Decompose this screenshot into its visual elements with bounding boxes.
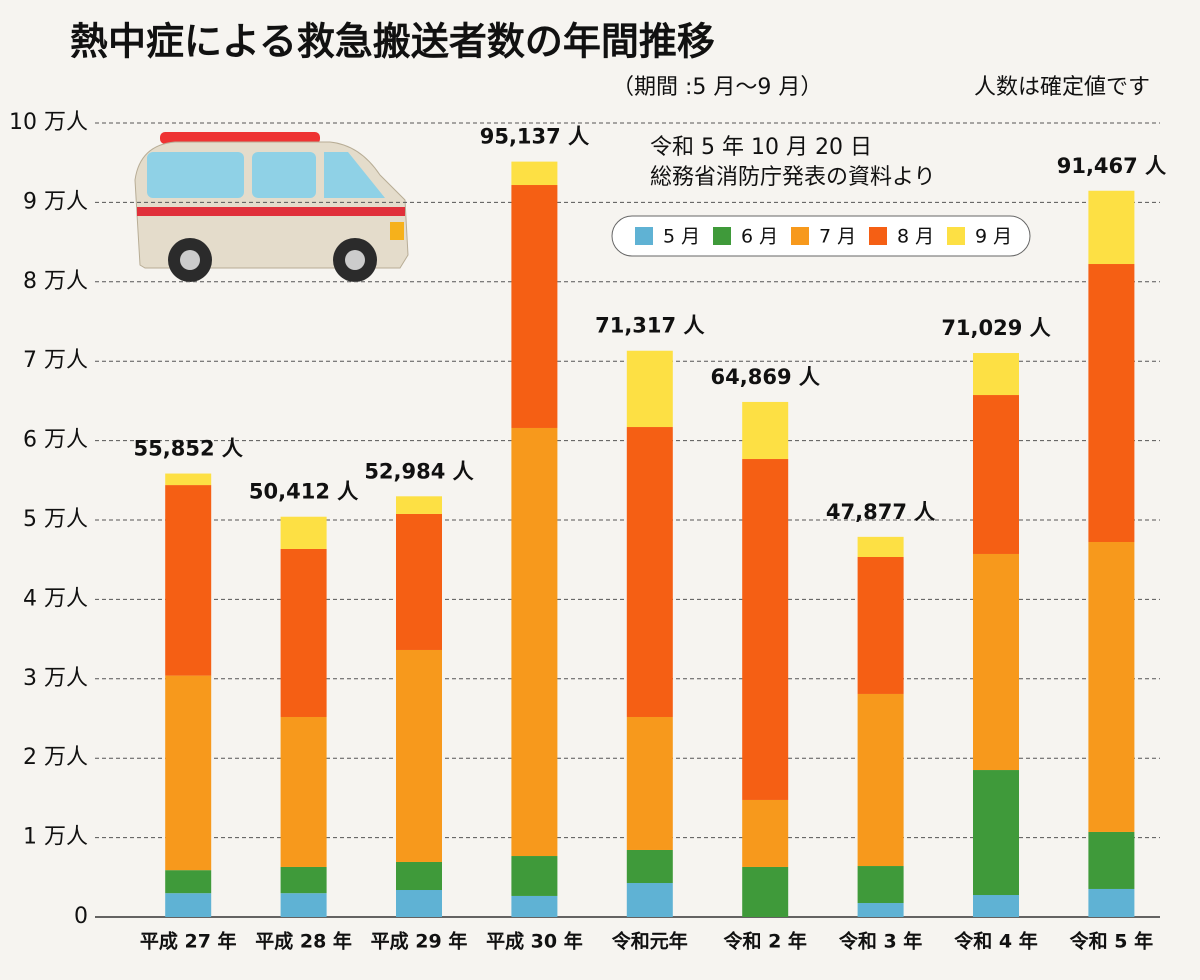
bar-segment	[165, 893, 212, 917]
bar-segment	[742, 866, 789, 917]
bar-segment	[973, 895, 1019, 917]
y-tick-label: 9 万人	[23, 189, 88, 214]
y-tick-label: 0	[74, 904, 88, 929]
legend-swatch	[947, 227, 965, 245]
bar-segment	[511, 895, 558, 917]
x-tick-label: 平成 29 年	[371, 930, 468, 953]
legend-swatch	[635, 227, 653, 245]
bar-segment	[396, 890, 442, 917]
bar-segment	[396, 649, 442, 862]
legend-swatch	[713, 227, 731, 245]
bar-segment	[973, 353, 1019, 396]
x-tick-label: 平成 28 年	[255, 930, 352, 953]
bar-segment	[396, 496, 442, 514]
bar-segment	[511, 427, 558, 857]
bar-segment	[1088, 888, 1135, 917]
bar-segment	[626, 427, 673, 717]
bar-segment	[742, 799, 789, 867]
bar-segment	[165, 485, 212, 676]
bar-segment	[626, 849, 673, 884]
x-tick-label: 令和 4 年	[954, 930, 1037, 953]
total-label: 55,852 人	[134, 437, 243, 461]
bar-segment	[626, 883, 673, 917]
total-label: 50,412 人	[249, 480, 358, 504]
legend-swatch	[869, 227, 887, 245]
total-label: 52,984 人	[364, 459, 473, 483]
bar-segment	[626, 350, 673, 428]
bar-segment	[280, 548, 327, 717]
y-tick-label: 5 万人	[23, 507, 88, 532]
y-tick-label: 2 万人	[23, 745, 88, 770]
bar-segment	[165, 870, 212, 894]
x-tick-label: 令和元年	[612, 930, 688, 953]
bar-segment	[1088, 264, 1135, 542]
bar-segment	[742, 459, 789, 800]
legend-label: 5 月	[663, 226, 700, 248]
bar-segment	[1088, 541, 1135, 832]
bar-segment	[857, 557, 904, 694]
y-tick-label: 1 万人	[23, 825, 88, 850]
bar-segment	[280, 516, 327, 549]
bar-segment	[857, 903, 904, 917]
bar-segment	[857, 536, 904, 558]
bar-segment	[165, 675, 212, 871]
total-label: 71,317 人	[595, 314, 704, 338]
total-label: 64,869 人	[711, 365, 820, 389]
bar-segment	[396, 513, 442, 650]
note: 人数は確定値です	[974, 75, 1150, 100]
bar-segment	[973, 770, 1019, 896]
legend-label: 7 月	[819, 226, 856, 248]
legend-label: 6 月	[741, 226, 778, 248]
ambulance-icon	[134, 132, 409, 282]
legend-label: 8 月	[897, 226, 934, 248]
total-label: 71,029 人	[941, 316, 1050, 340]
y-tick-label: 8 万人	[23, 269, 88, 294]
total-label: 47,877 人	[826, 500, 935, 524]
bar-segment	[280, 893, 327, 917]
legend-label: 9 月	[975, 226, 1012, 248]
bar-segment	[857, 866, 904, 904]
chart-title: 熱中症による救急搬送者数の年間推移	[70, 20, 715, 64]
bar-segment	[165, 473, 212, 486]
bar-segment	[511, 161, 558, 186]
bar-segment	[1088, 831, 1135, 889]
bar-segment	[280, 716, 327, 867]
subtitle: （期間 :5 月〜9 月）	[612, 75, 822, 100]
bar-segment	[280, 866, 327, 894]
x-tick-label: 令和 5 年	[1070, 930, 1153, 953]
y-tick-label: 4 万人	[23, 586, 88, 611]
bar-segment	[973, 553, 1019, 771]
y-tick-label: 10 万人	[9, 110, 88, 135]
x-tick-label: 令和 2 年	[723, 930, 806, 953]
y-tick-label: 7 万人	[23, 348, 88, 373]
total-label: 91,467 人	[1057, 154, 1166, 178]
x-tick-label: 令和 3 年	[839, 930, 922, 953]
bar-segment	[626, 716, 673, 850]
bar-segment	[857, 693, 904, 867]
bar-segment	[742, 401, 789, 460]
y-tick-label: 3 万人	[23, 666, 88, 691]
total-label: 95,137 人	[480, 125, 589, 149]
bar-segment	[511, 856, 558, 896]
source-text: 総務省消防庁発表の資料より	[650, 165, 936, 190]
y-tick-label: 6 万人	[23, 428, 88, 453]
bar-segment	[1088, 190, 1135, 265]
x-tick-label: 平成 30 年	[486, 930, 583, 953]
bar-segment	[511, 185, 558, 428]
source-date: 令和 5 年 10 月 20 日	[650, 135, 872, 160]
bar-segment	[973, 395, 1019, 554]
legend-box	[611, 215, 1031, 257]
x-tick-label: 平成 27 年	[140, 930, 237, 953]
bar-segment	[396, 861, 442, 891]
legend-swatch	[791, 227, 809, 245]
